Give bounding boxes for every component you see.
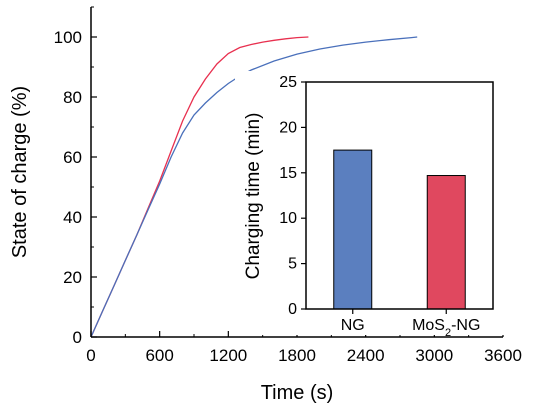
inset-y-tick-label: 10 <box>279 210 297 227</box>
main-y-axis-title: State of charge (%) <box>9 86 31 258</box>
y-tick-label: 40 <box>63 208 82 227</box>
inset-y-tick-label: 15 <box>279 165 297 182</box>
inset-bars <box>333 149 466 310</box>
y-tick-label: 20 <box>63 268 82 287</box>
x-tick-label: 2400 <box>347 346 385 365</box>
inset-x-ticks: NG MoS2-NG <box>341 309 480 339</box>
bar-mos2-ng <box>426 175 466 310</box>
inset-x-tick-label: NG <box>341 317 365 334</box>
subscript: 2 <box>445 327 451 339</box>
y-tick-label: 80 <box>63 88 82 107</box>
x-tick-label: 1200 <box>209 346 247 365</box>
inset-y-axis-title: Charging time (min) <box>243 113 264 280</box>
y-tick-label: 60 <box>63 148 82 167</box>
inset-bar-chart: NG MoS2-NG 0 5 10 15 20 25 Charging time (min) <box>235 71 507 339</box>
x-tick-label: 3000 <box>415 346 453 365</box>
series-line-2 <box>90 36 418 338</box>
label-rest: -NG <box>451 317 480 334</box>
y-tick-label: 100 <box>54 28 82 47</box>
inset-y-tick-label: 20 <box>279 119 297 136</box>
inset-frame <box>305 81 494 310</box>
x-tick-label: 1800 <box>278 346 316 365</box>
x-tick-label: 600 <box>145 346 173 365</box>
inset-y-tick-label: 5 <box>288 256 297 273</box>
inset-y-tick-label: 25 <box>279 74 297 91</box>
main-y-ticks: 0 20 40 60 80 100 <box>54 6 97 347</box>
y-tick-label: 0 <box>73 328 82 347</box>
main-x-ticks: 0 600 1200 1800 2400 3000 3600 <box>86 331 522 365</box>
main-curves <box>90 36 418 338</box>
bar-ng <box>333 149 373 310</box>
inset-y-tick-label: 0 <box>288 301 297 318</box>
inset-y-ticks: 0 5 10 15 20 25 <box>279 74 306 318</box>
x-tick-label: 0 <box>86 346 95 365</box>
x-tick-label: 3600 <box>484 346 522 365</box>
inset-x-tick-label: MoS2-NG <box>412 317 480 339</box>
main-x-axis-title: Time (s) <box>261 382 334 404</box>
